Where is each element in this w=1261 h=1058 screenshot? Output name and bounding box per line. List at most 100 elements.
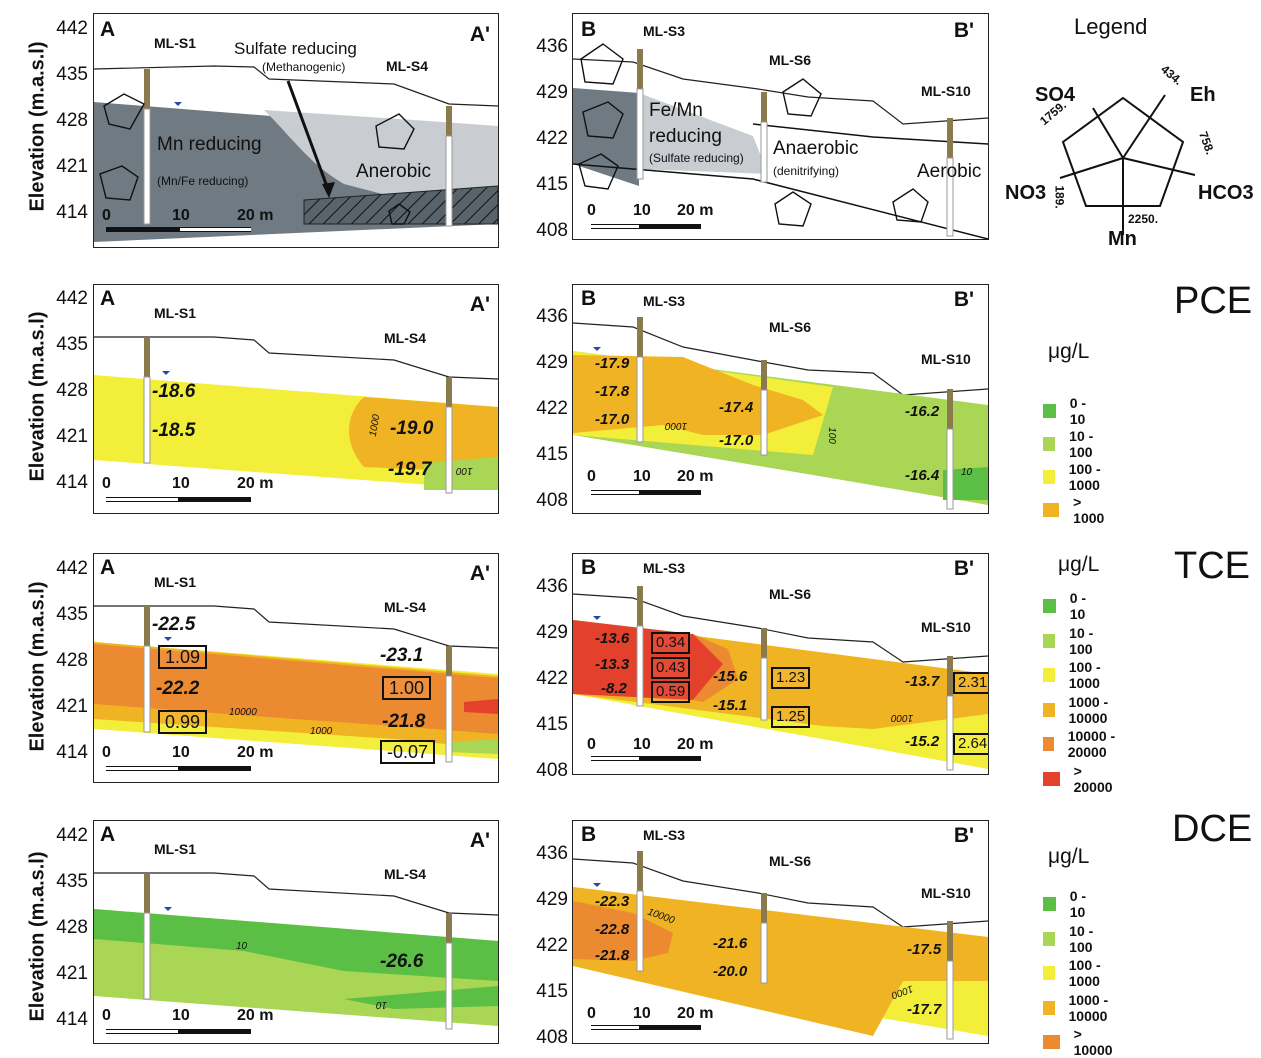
- legend-swatch: [1043, 702, 1055, 717]
- y-tick-label: 435: [56, 871, 88, 892]
- legend-swatch: [1043, 771, 1060, 786]
- y-tick-label: 408: [536, 220, 568, 241]
- section-label-B: B: [581, 556, 597, 579]
- tce-A-ratio-box: 1.00: [382, 676, 432, 700]
- y-tick-label: 422: [536, 668, 568, 689]
- well-ML-S3: ML-S3: [643, 560, 685, 576]
- dce-B-drawing: [573, 851, 988, 1040]
- tce-B-ratio-box: 0.34: [651, 632, 691, 654]
- legend-entry: 10 - 100: [1043, 428, 1100, 460]
- y-tick-label: 414: [56, 742, 88, 763]
- contour-label: 10: [236, 941, 248, 952]
- dce-B-value: -17.7: [907, 1001, 942, 1018]
- tce-B-ratio-box: 2.64: [953, 733, 988, 755]
- section-label-A-prime: A': [469, 293, 490, 316]
- pce-A-value: -18.5: [152, 420, 196, 441]
- legend-entry: 10 - 100: [1043, 625, 1100, 657]
- scale-0: 0: [102, 475, 111, 492]
- section-label-A-prime: A': [469, 562, 490, 585]
- tce-B-ratio-box: 1.23: [771, 667, 811, 689]
- legend-entry: > 20000: [1043, 763, 1116, 795]
- well-ML-S6: ML-S6: [769, 586, 811, 602]
- section-label-A: A: [100, 287, 116, 310]
- section-label-A: A: [100, 18, 116, 41]
- section-label-A: A: [100, 823, 116, 846]
- tce-B-value: -8.2: [601, 680, 627, 697]
- zone-femn: Fe/Mn: [649, 100, 703, 121]
- y-tick-label: 415: [536, 174, 568, 195]
- tce-B-value: -15.6: [713, 668, 748, 685]
- pce-A-value: -19.7: [388, 459, 432, 480]
- tce-A-value: -22.5: [152, 614, 196, 635]
- scale-20: 20 m: [237, 1007, 274, 1024]
- zone-anaerobic: Anaerobic: [773, 138, 859, 159]
- scale-10: 10: [172, 1007, 190, 1024]
- scale-0: 0: [102, 1007, 111, 1024]
- legend-swatch: [1043, 1000, 1055, 1015]
- scale-10: 10: [172, 475, 190, 492]
- legend-entry-label: > 1000: [1073, 494, 1105, 526]
- y-tick-label: 428: [56, 380, 88, 401]
- tce-B-value: -15.1: [713, 697, 748, 714]
- y-tick-label: 428: [56, 917, 88, 938]
- scale-0: 0: [587, 736, 596, 753]
- y-tick-label: 435: [56, 334, 88, 355]
- y-tick-label: 408: [536, 1027, 568, 1048]
- unit-label: μg/L: [1048, 340, 1090, 363]
- dce-A-drawing: [94, 872, 498, 1034]
- well-ML-S1: ML-S1: [154, 574, 196, 590]
- panel-pce-B: B B' ML-S3 ML-S6 ML-S10 -17.9 -17.8 -17.…: [572, 284, 989, 514]
- y-tick-label: 415: [536, 714, 568, 735]
- zone-denitrifying: (denitrifying): [773, 164, 840, 178]
- contour-label: 100: [825, 427, 837, 444]
- redox-A-drawing: [94, 65, 498, 242]
- legend-entry-label: 0 - 10: [1069, 395, 1087, 427]
- scale-0: 0: [587, 1005, 596, 1022]
- contour-label: 100: [456, 465, 473, 476]
- legend-block: Legend SO4 Eh NO3 HCO3 Mn 1759. 434. 189…: [1000, 10, 1260, 250]
- contour-label: 1000: [891, 712, 914, 723]
- pce-A-value: -18.6: [152, 381, 196, 402]
- dce-B-value: -22.3: [595, 893, 630, 910]
- y-tick-label: 414: [56, 1009, 88, 1030]
- unit-label: μg/L: [1048, 845, 1090, 868]
- well-ML-S10: ML-S10: [921, 885, 971, 901]
- panel-pce-A: A A' ML-S1 ML-S4 -18.6 -18.5 -19.0 -19.7…: [93, 284, 499, 514]
- tce-B-value: -13.6: [595, 630, 630, 647]
- legend-hco3: HCO3: [1198, 182, 1254, 204]
- tce-A-value: -22.2: [156, 678, 200, 699]
- legend-entry-label: 10 - 100: [1069, 922, 1094, 955]
- zone-femn-reducing: reducing: [649, 126, 722, 147]
- scale-10: 10: [633, 202, 651, 219]
- tce-B-value: -13.7: [905, 673, 940, 690]
- legend-entry-label: 100 - 1000: [1068, 461, 1101, 493]
- legend-title: Legend: [1074, 14, 1148, 39]
- pce-B-value: -17.4: [719, 399, 754, 416]
- legend-entry: 0 - 10: [1043, 888, 1093, 920]
- zone-mn-reducing: Mn reducing: [157, 134, 262, 155]
- unit-label: μg/L: [1058, 553, 1100, 576]
- legend-entry-label: 100 - 1000: [1068, 957, 1101, 989]
- panel-dce-A: A A' ML-S1 ML-S4 -26.6 10 10 0 10 20 m: [93, 820, 499, 1044]
- y-tick-label: 429: [536, 82, 568, 103]
- y-tick-label: 429: [536, 889, 568, 910]
- contour-label: 10: [376, 999, 388, 1010]
- tce-B-value: -15.2: [905, 733, 940, 750]
- well-ML-S4: ML-S4: [384, 866, 426, 882]
- legend-entry: 0 - 10: [1043, 395, 1093, 427]
- y-tick-label: 436: [536, 843, 568, 864]
- scale-0: 0: [102, 207, 111, 224]
- y-tick-label: 442: [56, 18, 88, 39]
- legend-pentagon: [1059, 94, 1196, 235]
- section-label-A-prime: A': [469, 829, 490, 852]
- y-tick-label: 422: [536, 128, 568, 149]
- legend-entry: 100 - 1000: [1043, 461, 1108, 493]
- y-tick-label: 436: [536, 576, 568, 597]
- legend-entry-label: 10 - 100: [1069, 624, 1094, 657]
- legend-entry: 1000 - 10000: [1043, 694, 1116, 726]
- scale-10: 10: [633, 468, 651, 485]
- tce-B-ratio-box: 2.31: [953, 672, 988, 694]
- y-tick-label: 421: [56, 426, 88, 447]
- section-label-A-prime: A': [469, 23, 490, 46]
- well-ML-S4: ML-S4: [384, 599, 426, 615]
